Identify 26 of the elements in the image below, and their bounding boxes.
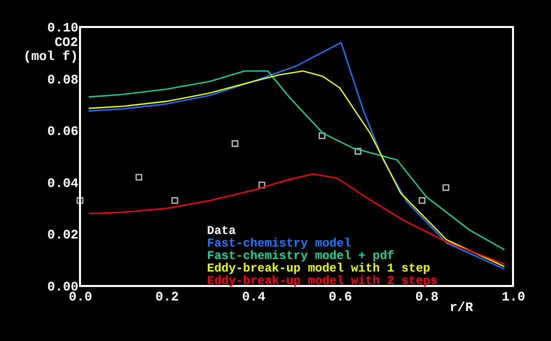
point bbox=[76, 197, 84, 204]
text: Eddy-break-up model with 2 steps bbox=[207, 274, 438, 288]
point bbox=[258, 182, 266, 188]
x-axis-title: r/R bbox=[450, 300, 474, 315]
y-tick-label: 0.02 bbox=[47, 228, 79, 243]
text: Fast-chemistry model bbox=[207, 236, 352, 250]
y-tick-label: 0.08 bbox=[47, 72, 79, 88]
point bbox=[442, 184, 450, 191]
point bbox=[354, 148, 362, 155]
point bbox=[418, 197, 426, 204]
y-tick-label: 0.10 bbox=[47, 20, 79, 36]
x-tick-label: 0.2 bbox=[155, 290, 179, 304]
x-tick-label: 0.8 bbox=[415, 290, 439, 304]
point bbox=[171, 197, 178, 204]
x-tick-label: 0.4 bbox=[242, 290, 266, 304]
text: Data bbox=[207, 224, 236, 238]
y-tick-label: 0.04 bbox=[47, 176, 79, 191]
point bbox=[232, 140, 238, 147]
point bbox=[318, 132, 326, 140]
point bbox=[136, 174, 142, 181]
x-tick-label: 1.0 bbox=[502, 290, 526, 304]
text: Fast-chemistry model + pdf bbox=[207, 249, 394, 263]
text: Eddy-break-up model with 1 step bbox=[207, 262, 430, 276]
x-tick-label: 0.6 bbox=[328, 290, 352, 304]
y-tick-label: 0.06 bbox=[47, 124, 79, 140]
y-axis-title: CO2 (mol f) bbox=[23, 35, 78, 64]
